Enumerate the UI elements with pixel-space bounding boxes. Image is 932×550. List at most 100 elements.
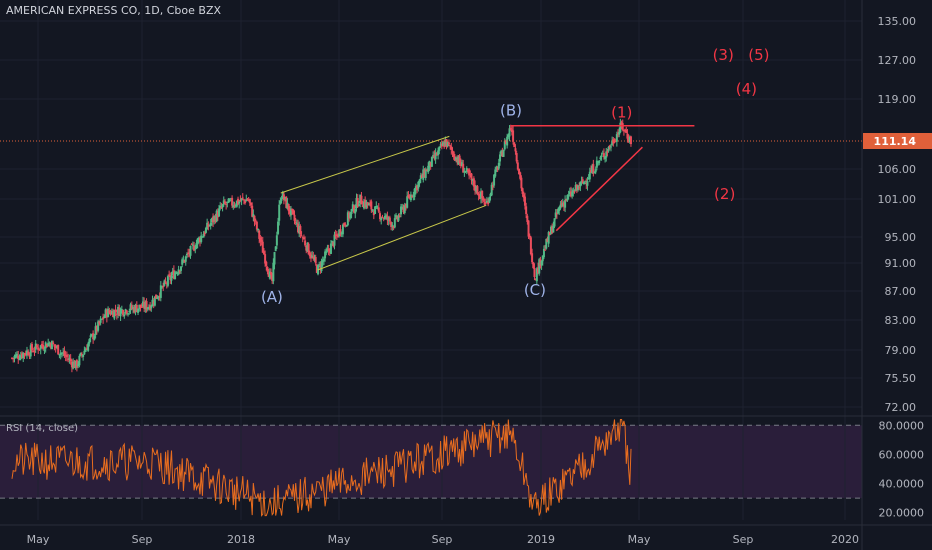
candle-body — [485, 201, 488, 203]
candle-body — [588, 171, 591, 180]
candle-body — [301, 237, 304, 239]
candle-body — [408, 197, 411, 199]
candle-body — [197, 237, 200, 241]
candle-body — [98, 321, 101, 324]
time-tick-label: Sep — [432, 533, 453, 546]
candle-body — [392, 226, 395, 229]
candle-body — [320, 260, 323, 272]
candle-body — [245, 199, 248, 202]
candle-body — [215, 210, 218, 222]
candle-body — [416, 185, 419, 191]
candle-body — [519, 172, 522, 179]
candle-body — [378, 213, 381, 220]
price-tick-label: 135.00 — [878, 15, 917, 28]
candle-body — [113, 310, 116, 319]
candle-body — [572, 190, 575, 193]
candle-body — [443, 143, 446, 148]
candle-body — [447, 142, 450, 145]
candle-body — [466, 169, 469, 172]
candle-body — [575, 184, 578, 190]
candle-body — [489, 193, 492, 197]
candle-body — [206, 222, 209, 230]
candle-body — [155, 294, 158, 299]
rsi-band — [0, 425, 862, 499]
channel-line[interactable] — [317, 204, 487, 271]
candle-body — [286, 202, 289, 209]
candle-body — [141, 301, 144, 307]
candle-body — [94, 326, 97, 336]
candle-body — [165, 283, 168, 285]
candle-body — [529, 237, 532, 255]
candle-body — [262, 251, 265, 255]
price-tick-label: 72.00 — [885, 401, 917, 414]
candle-body — [471, 179, 474, 181]
candle-body — [162, 285, 165, 288]
candle-body — [241, 197, 244, 199]
candle-body — [606, 151, 609, 153]
candle-body — [626, 133, 629, 139]
candle-body — [538, 259, 541, 274]
candle-body — [151, 299, 154, 307]
candle-body — [487, 201, 490, 205]
channel-line[interactable] — [280, 135, 450, 194]
candle-body — [449, 145, 452, 147]
candle-body — [607, 146, 610, 152]
candle-body — [476, 186, 479, 195]
candle-body — [555, 213, 558, 215]
candle-body — [439, 144, 442, 146]
candle-body — [407, 195, 410, 198]
time-tick-label: Sep — [132, 533, 153, 546]
candle-body — [340, 232, 343, 234]
candle-body — [457, 156, 460, 165]
candle-body — [209, 222, 212, 226]
candle-body — [69, 358, 72, 362]
candle-body — [592, 164, 595, 174]
candle-body — [627, 137, 630, 142]
candle-body — [423, 170, 426, 178]
candle-body — [123, 314, 126, 317]
candle-body — [271, 273, 274, 281]
candle-body — [533, 268, 536, 278]
candle-body — [180, 266, 183, 271]
candle-body — [13, 355, 16, 359]
candle-body — [254, 220, 257, 222]
candle-body — [307, 243, 310, 255]
candle-body — [484, 202, 487, 204]
candle-body — [349, 212, 352, 218]
candle-body — [445, 139, 448, 148]
candle-body — [160, 286, 163, 288]
candle-body — [93, 335, 96, 340]
candle-body — [478, 195, 481, 200]
candle-body — [372, 211, 375, 216]
candle-body — [23, 353, 26, 355]
candle-body — [18, 359, 21, 361]
candle-body — [264, 254, 267, 264]
price-tick-label: 119.00 — [878, 93, 917, 106]
candle-body — [287, 203, 290, 212]
candle-body — [488, 197, 491, 203]
candle-body — [523, 196, 526, 206]
candle-body — [225, 203, 228, 205]
candle-body — [569, 191, 572, 197]
candle-body — [512, 130, 515, 142]
candle-body — [85, 348, 88, 351]
candle-body — [200, 235, 203, 242]
candle-body — [289, 208, 292, 216]
candle-body — [172, 270, 175, 279]
candle-body — [370, 201, 373, 210]
candle-body — [40, 343, 43, 347]
candle-body — [483, 202, 486, 205]
candle-body — [433, 154, 436, 159]
candle-body — [183, 259, 186, 263]
candle-body — [90, 334, 93, 336]
trend-line[interactable] — [555, 146, 643, 232]
candle-body — [281, 192, 284, 199]
candle-body — [559, 204, 562, 209]
candle-body — [199, 238, 202, 242]
candle-body — [594, 169, 597, 173]
candle-body — [508, 128, 511, 137]
chart-title: AMERICAN EXPRESS CO, 1D, Cboe BZX — [6, 4, 222, 17]
candle-body — [541, 255, 544, 262]
candle-body — [582, 181, 585, 185]
